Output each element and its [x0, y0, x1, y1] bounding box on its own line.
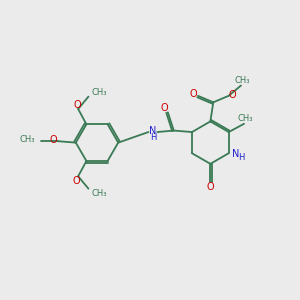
Text: H: H — [150, 134, 156, 142]
Text: O: O — [229, 90, 236, 100]
Text: O: O — [190, 89, 197, 99]
Text: O: O — [73, 176, 80, 186]
Text: CH₃: CH₃ — [20, 136, 35, 145]
Text: N: N — [232, 149, 239, 159]
Text: CH₃: CH₃ — [238, 114, 253, 123]
Text: CH₃: CH₃ — [234, 76, 250, 85]
Text: O: O — [206, 182, 214, 191]
Text: N: N — [149, 126, 157, 136]
Text: O: O — [160, 103, 168, 113]
Text: O: O — [49, 135, 57, 145]
Text: CH₃: CH₃ — [92, 189, 107, 198]
Text: O: O — [73, 100, 81, 110]
Text: H: H — [238, 153, 244, 162]
Text: CH₃: CH₃ — [92, 88, 107, 97]
